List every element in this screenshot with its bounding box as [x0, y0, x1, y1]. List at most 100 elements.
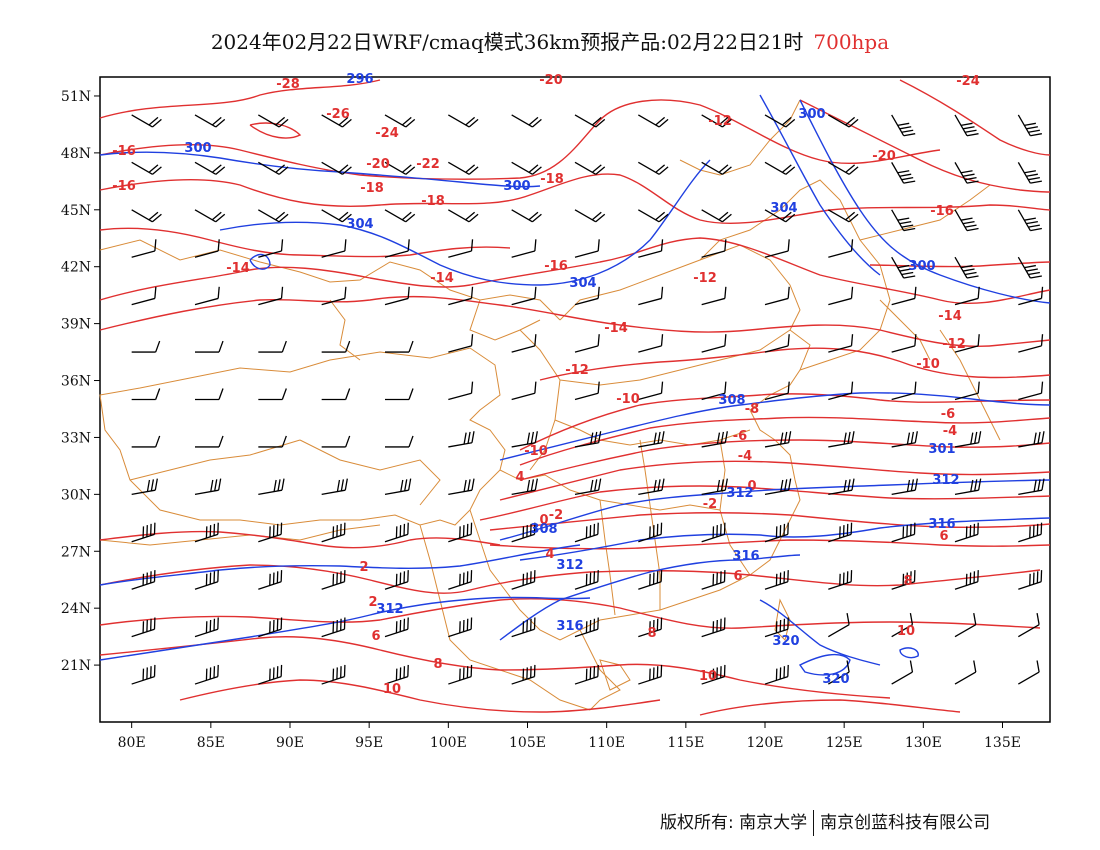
temperature-contour: [699, 699, 961, 716]
wind-barb-feather: [530, 666, 532, 678]
wind-barb-feather: [962, 268, 975, 272]
wind-barb-staff: [511, 489, 536, 495]
wind-barb: [891, 286, 917, 306]
wind-barb-feather: [901, 177, 914, 181]
wind-barb: [384, 239, 410, 258]
temperature-label: -16: [112, 144, 136, 159]
wind-barb-feather: [522, 573, 525, 586]
wind-barb-feather: [1024, 122, 1036, 126]
wind-barb-feather: [660, 381, 664, 394]
wind-barb-feather: [718, 211, 729, 221]
wind-barb-feather: [1040, 381, 1044, 394]
wind-barb-feather: [528, 164, 539, 173]
wind-barb-staff: [448, 114, 470, 128]
wind-barb-feather: [272, 619, 275, 632]
wind-barb-feather: [336, 479, 341, 492]
wind-barb-feather: [209, 619, 212, 632]
wind-barb-feather: [148, 211, 159, 221]
wind-barb-feather: [209, 667, 212, 680]
temperature-label: -6: [941, 407, 955, 422]
wind-barb-feather: [843, 479, 847, 492]
wind-barb-feather: [1036, 523, 1039, 536]
wind-barb-feather: [787, 334, 790, 346]
wind-barb-feather: [787, 522, 789, 535]
wind-barb-feather: [964, 129, 977, 133]
temperature-contour: [99, 295, 1051, 348]
footer: 版权所有: 南京大学 南京创蓝科技有限公司: [660, 808, 990, 836]
wind-barb-feather: [534, 381, 537, 394]
wind-barb-feather: [146, 479, 151, 492]
wind-barb: [1018, 286, 1044, 306]
wind-barb: [638, 381, 664, 401]
wind-barb-feather: [343, 522, 346, 535]
wind-barb: [195, 435, 224, 448]
wind-barb-staff: [828, 250, 852, 258]
wind-barb-feather: [470, 664, 473, 677]
wind-barb: [321, 161, 352, 175]
wind-barb: [701, 664, 726, 685]
wind-barb-feather: [839, 526, 841, 539]
wind-barb-feather: [712, 668, 715, 681]
wind-barb-feather: [899, 126, 912, 130]
wind-barb: [828, 660, 850, 685]
wind-barb-feather: [901, 129, 914, 133]
wind-barb-staff: [764, 114, 787, 128]
wind-barb-feather: [781, 116, 792, 126]
wind-barb-feather: [407, 522, 409, 535]
wind-barb-feather: [775, 573, 778, 586]
wind-barb: [638, 209, 669, 223]
wind-barb: [638, 664, 663, 685]
temperature-label: -12: [693, 271, 717, 286]
wind-barb-feather: [722, 213, 732, 223]
wind-barb-feather: [597, 431, 602, 443]
wind-barb-feather: [1040, 334, 1044, 346]
temperature-label: 10: [897, 624, 915, 639]
wind-barb: [954, 522, 979, 543]
height-contour: [759, 94, 881, 276]
wind-barb-staff: [448, 392, 472, 401]
wind-barb-feather: [338, 211, 349, 221]
wind-barb: [701, 334, 727, 353]
wind-barb: [954, 162, 979, 184]
wind-barb-feather: [280, 617, 283, 630]
wind-barb-feather: [660, 286, 664, 299]
wind-barb: [1018, 478, 1045, 495]
temperature-contour: [519, 393, 1051, 451]
wind-barb-feather: [205, 526, 208, 539]
wind-barb-feather: [277, 479, 281, 491]
wind-barb-feather: [467, 431, 471, 444]
wind-barb-feather: [1029, 526, 1031, 539]
wind-barb-feather: [1033, 479, 1037, 492]
wind-barb-feather: [723, 617, 726, 630]
wind-barb-feather: [589, 525, 592, 537]
temperature-label: -18: [540, 172, 564, 187]
wind-barb-staff: [638, 392, 662, 401]
wind-barb: [574, 239, 600, 258]
temperature-label: -10: [616, 392, 640, 407]
wind-barb-feather: [142, 526, 145, 539]
wind-barb-feather: [395, 621, 398, 633]
wind-barb: [701, 209, 732, 223]
wind-barb-feather: [470, 381, 474, 394]
wind-barb-feather: [966, 133, 979, 137]
wind-barb-feather: [470, 286, 474, 299]
wind-barb: [954, 209, 979, 232]
wind-barb: [511, 161, 542, 175]
wind-barb: [384, 664, 409, 685]
temperature-label: 8: [433, 657, 442, 672]
wind-barb: [638, 334, 664, 353]
wind-barb: [891, 209, 916, 232]
wind-barb: [131, 617, 156, 638]
height-contours: [99, 94, 1051, 676]
wind-barb-feather: [914, 286, 917, 299]
wind-barb-staff: [954, 297, 979, 306]
temperature-labels: -28-26-24-22-20-20-18-18-18-16-16-16-14-…: [112, 73, 980, 697]
boundary-line: [99, 347, 506, 526]
wind-barb-feather: [720, 666, 722, 678]
wind-barb-feather: [401, 116, 412, 126]
wind-barb-feather: [787, 431, 792, 443]
wind-barb: [131, 286, 157, 306]
wind-barb-feather: [522, 621, 525, 633]
wind-barb-feather: [152, 166, 162, 175]
wind-barb-feather: [585, 526, 588, 539]
